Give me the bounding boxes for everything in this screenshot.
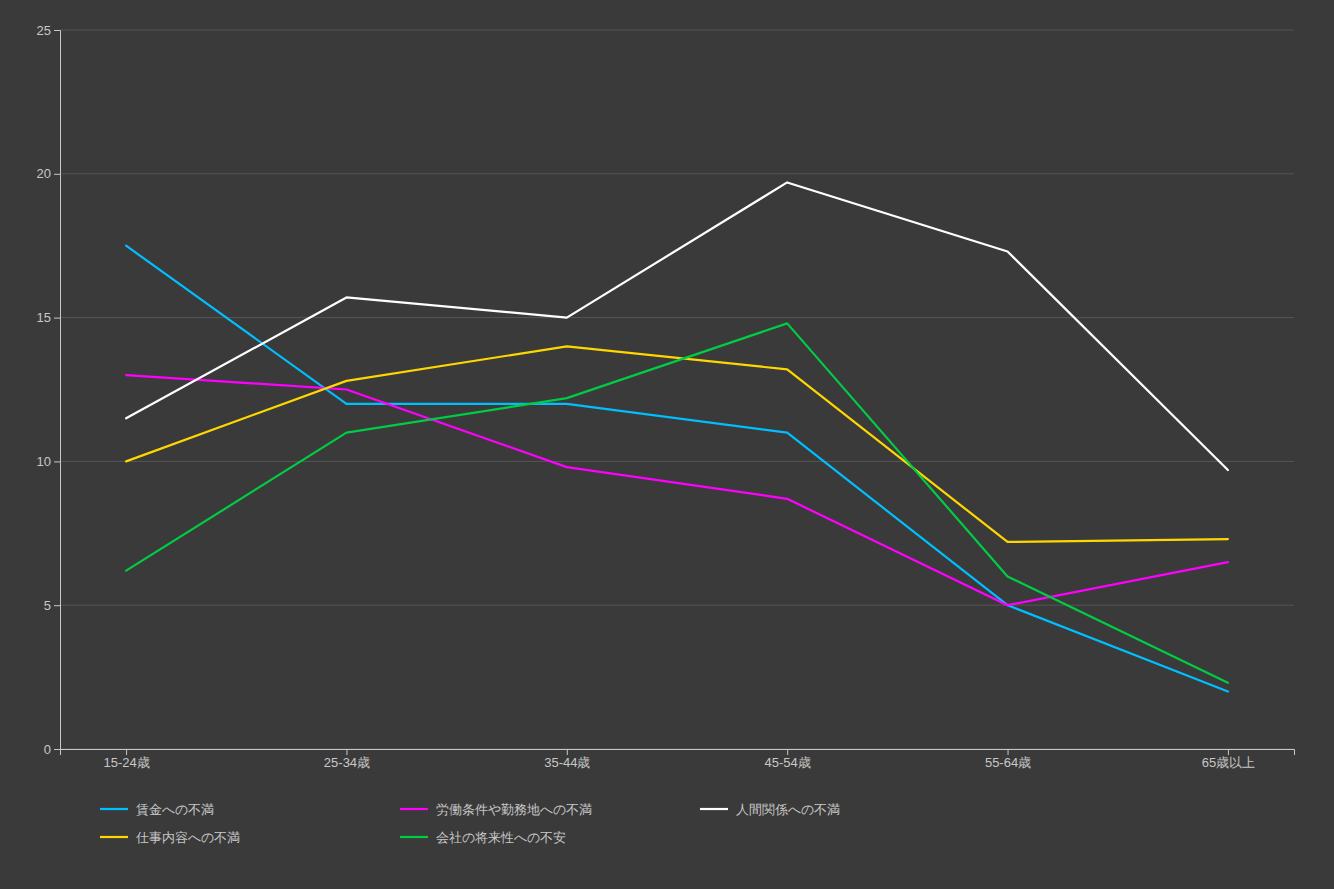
legend-swatch	[100, 836, 128, 838]
legend-swatch	[400, 836, 428, 838]
x-tick-mark	[126, 749, 127, 755]
legend-label: 仕事内容への不満	[135, 830, 240, 845]
x-tick-label: 65歳以上	[1202, 755, 1255, 770]
y-tick-label: 0	[44, 742, 51, 757]
x-tick-label: 55-64歳	[985, 755, 1031, 770]
legend-item: 賃金への不満	[100, 802, 214, 817]
grid-line	[60, 605, 1294, 606]
x-tick-mark	[787, 749, 788, 755]
y-axis-line	[54, 31, 61, 750]
y-tick: 20	[37, 166, 60, 181]
y-tick: 25	[37, 23, 60, 38]
y-tick-label: 15	[37, 310, 51, 325]
x-tick-mark	[346, 749, 347, 755]
x-tick-label: 25-34歳	[324, 755, 370, 770]
y-tick-mark	[54, 318, 60, 319]
y-tick-label: 25	[37, 23, 51, 38]
grid	[60, 30, 1294, 749]
lines	[126, 182, 1228, 691]
series-line	[126, 375, 1228, 605]
legend-item: 人間関係への不満	[700, 802, 840, 817]
series-line	[126, 346, 1228, 542]
x-axis-line	[61, 750, 1295, 756]
legend-swatch	[100, 808, 128, 810]
y-tick-mark	[54, 749, 60, 750]
x-tick-mark	[567, 749, 568, 755]
legend-item: 労働条件や勤務地への不満	[400, 802, 592, 817]
x-tick-mark	[1008, 749, 1009, 755]
x-tick: 35-44歳	[544, 749, 590, 770]
legend-label: 会社の将来性への不安	[436, 830, 566, 845]
y-tick-label: 20	[37, 166, 51, 181]
y-tick: 5	[44, 598, 60, 613]
series-line	[126, 182, 1228, 470]
legend-swatch	[400, 808, 428, 810]
grid-line	[60, 30, 1294, 31]
x-tick: 45-54歳	[765, 749, 811, 770]
legend-label: 労働条件や勤務地への不満	[436, 802, 592, 817]
y-tick-mark	[54, 605, 60, 606]
y-tick-label: 10	[37, 454, 51, 469]
background	[0, 0, 1334, 889]
x-tick-label: 45-54歳	[765, 755, 811, 770]
legend-swatch	[700, 808, 728, 810]
y-tick-mark	[54, 30, 60, 31]
series-line	[126, 246, 1228, 692]
y-axis: 0 5 10 15 20 25	[37, 23, 61, 757]
x-tick: 15-24歳	[103, 749, 149, 770]
y-tick: 0	[44, 742, 60, 757]
y-tick-mark	[54, 461, 60, 462]
legend-item: 仕事内容への不満	[100, 830, 240, 845]
x-axis: 15-24歳 25-34歳 35-44歳 45-54歳 55-64歳 65歳以上	[61, 749, 1295, 770]
legend-label: 人間関係への不満	[736, 802, 840, 817]
x-tick-label: 35-44歳	[544, 755, 590, 770]
legend: 賃金への不満 労働条件や勤務地への不満 人間関係への不満仕事内容への不満 会社の将来性…	[100, 802, 840, 845]
y-tick-label: 5	[44, 598, 51, 613]
grid-line	[60, 173, 1294, 174]
legend-label: 賃金への不満	[136, 802, 214, 817]
plot: 0 5 10 15 20 25 15-24歳 25-34歳 35-44歳 45-54歳 55-64歳…	[37, 23, 1295, 771]
y-tick-mark	[54, 174, 60, 175]
x-tick: 55-64歳	[985, 749, 1031, 770]
x-tick-label: 15-24歳	[103, 755, 149, 770]
y-tick: 10	[37, 454, 60, 469]
x-tick: 65歳以上	[1202, 749, 1255, 770]
grid-line	[60, 461, 1294, 462]
chart: 0 5 10 15 20 25 15-24歳 25-34歳 35-44歳 45-54歳 55-64歳…	[0, 0, 1334, 889]
legend-item: 会社の将来性への不安	[400, 830, 566, 845]
series-line	[126, 323, 1228, 683]
x-tick-mark	[1228, 749, 1229, 755]
x-tick: 25-34歳	[324, 749, 370, 770]
grid-line	[60, 317, 1294, 318]
y-tick: 15	[37, 310, 60, 325]
